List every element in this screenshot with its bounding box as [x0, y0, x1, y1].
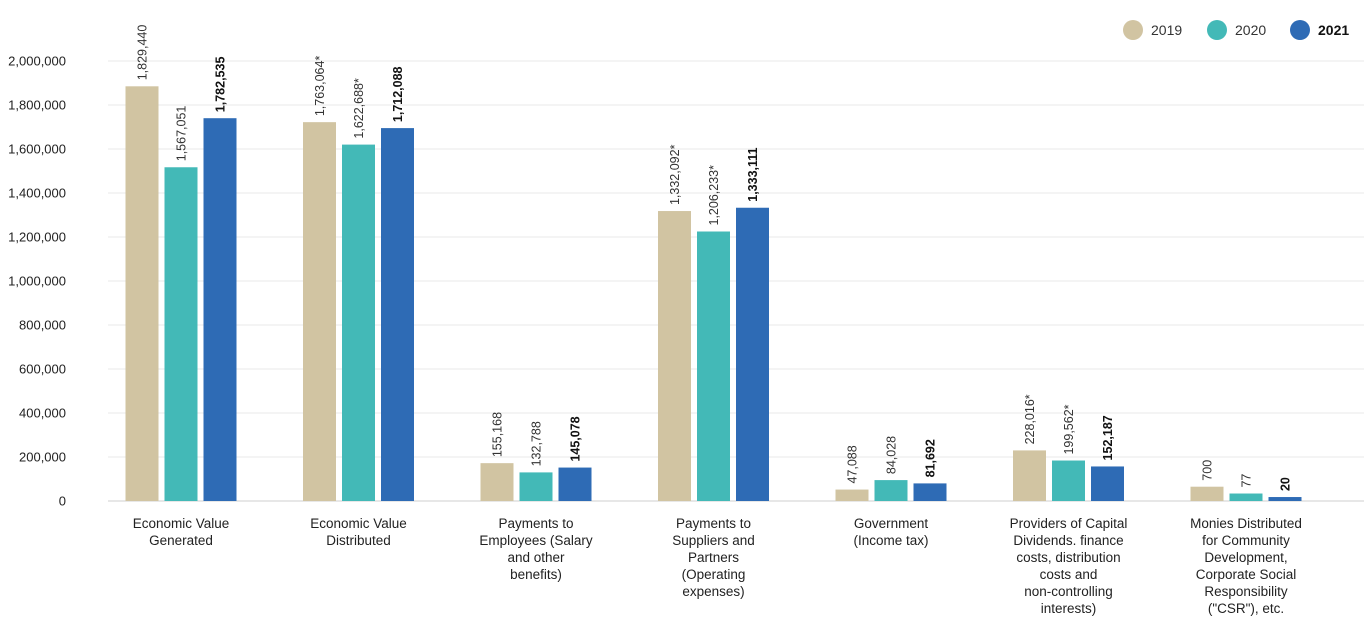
category-label: Monies Distributed for Community Developme…: [1190, 516, 1302, 616]
y-tick-label: 1,600,000: [8, 142, 66, 157]
bar-2021: [1091, 466, 1124, 501]
category-label-line: ("CSR"), etc.: [1208, 601, 1284, 616]
bar-2019: [835, 489, 869, 501]
value-label-2019: 1,763,064*: [313, 56, 327, 117]
legend-swatch-2019: [1123, 20, 1143, 40]
x-axis: Economic Value Generated Economic Value Dis…: [133, 516, 1302, 616]
bar-2020: [1229, 493, 1263, 501]
bar-2021: [736, 207, 769, 502]
category-label-line: Payments to: [676, 516, 751, 531]
bar-2020: [342, 144, 375, 501]
bar-2019: [658, 211, 691, 502]
legend: 2019 2020 2021: [1123, 20, 1349, 40]
y-tick-label: 1,400,000: [8, 186, 66, 201]
category-label-line: Distributed: [326, 533, 391, 548]
category-label-line: Responsibility: [1204, 584, 1288, 599]
y-tick-label: 400,000: [19, 406, 66, 421]
category-label-line: costs, distribution: [1016, 550, 1120, 565]
value-label-2019: 1,332,092*: [668, 144, 682, 205]
value-label-2019: 155,168: [491, 412, 505, 457]
bar-2021: [913, 483, 947, 501]
y-tick-label: 1,000,000: [8, 274, 66, 289]
bar-2020: [164, 167, 198, 501]
bar-2020: [1052, 460, 1085, 501]
y-tick-label: 0: [59, 494, 66, 509]
category-label-line: Suppliers and: [672, 533, 755, 548]
category-label-line: Monies Distributed: [1190, 516, 1302, 531]
value-label-2020: 199,562*: [1062, 404, 1076, 454]
category-label-line: non-controlling: [1024, 584, 1113, 599]
category-label-line: costs and: [1040, 567, 1098, 582]
category-label-line: Partners: [688, 550, 739, 565]
category-label: Economic Value Generated: [133, 516, 230, 548]
category-label: Payments to Employees (Salary and other ben…: [479, 516, 593, 582]
category-label-line: interests): [1041, 601, 1097, 616]
category-label-line: Employees (Salary: [479, 533, 593, 548]
value-label-2019: 700: [1201, 460, 1215, 481]
category-label-line: expenses): [682, 584, 744, 599]
category-label-line: Government: [854, 516, 929, 531]
value-label-2019: 47,088: [846, 445, 860, 483]
category-label-line: Payments to: [498, 516, 573, 531]
bar-2019: [303, 122, 336, 501]
bar-2020: [697, 231, 730, 501]
category-label-line: (Operating: [682, 567, 746, 582]
value-label-2019: 228,016*: [1023, 394, 1037, 444]
value-label-2021: 20: [1279, 477, 1293, 491]
legend-swatch-2020: [1207, 20, 1227, 40]
bar-2019: [1013, 450, 1046, 501]
category-label-line: Dividends. finance: [1013, 533, 1123, 548]
category-label: Economic Value Distributed: [310, 516, 407, 548]
bar-2019: [125, 86, 159, 502]
bar-2021: [1268, 497, 1302, 501]
value-label-2021: 81,692: [924, 439, 938, 477]
value-label-2020: 132,788: [530, 421, 544, 466]
y-tick-label: 2,000,000: [8, 54, 66, 69]
bar-2021: [558, 467, 592, 501]
value-label-2021: 152,187: [1101, 415, 1115, 460]
bar-2020: [874, 480, 908, 501]
y-tick-label: 800,000: [19, 318, 66, 333]
category-label-line: (Income tax): [853, 533, 928, 548]
bar-2019: [1190, 486, 1224, 501]
category-label: Government (Income tax): [853, 516, 928, 548]
bar-2019: [480, 463, 514, 501]
bar-2020: [519, 472, 553, 501]
category-label-line: Corporate Social: [1196, 567, 1297, 582]
legend-swatch-2021: [1290, 20, 1310, 40]
category-label-line: and other: [507, 550, 565, 565]
value-label-2020: 1,567,051: [175, 106, 189, 162]
legend-label-2020: 2020: [1235, 22, 1266, 38]
y-axis: 0 200,000 400,000 600,000 800,000 1,000,000 1,…: [8, 54, 66, 509]
value-label-2021: 1,712,088: [391, 66, 405, 122]
value-label-2021: 145,078: [569, 416, 583, 461]
bars: [125, 86, 1302, 502]
category-label: Payments to Suppliers and Partners (Operati…: [672, 516, 755, 599]
y-tick-label: 1,800,000: [8, 98, 66, 113]
legend-label-2021: 2021: [1318, 22, 1349, 38]
legend-label-2019: 2019: [1151, 22, 1182, 38]
category-label-line: Economic Value: [133, 516, 230, 531]
category-label: Providers of Capital Dividends. finance co…: [1010, 516, 1128, 616]
y-tick-label: 600,000: [19, 362, 66, 377]
value-labels: 1,829,440 1,567,051 1,782,535 1,763,064* 1,6…: [136, 25, 1293, 491]
category-label-line: for Community: [1202, 533, 1290, 548]
value-label-2020: 1,206,233*: [707, 165, 721, 226]
category-label-line: Generated: [149, 533, 213, 548]
category-label-line: Development,: [1204, 550, 1287, 565]
bar-2021: [203, 118, 237, 501]
y-tick-label: 1,200,000: [8, 230, 66, 245]
value-label-2020: 77: [1240, 474, 1254, 488]
category-label-line: Providers of Capital: [1010, 516, 1128, 531]
bar-2021: [381, 128, 414, 501]
category-label-line: benefits): [510, 567, 562, 582]
value-label-2020: 84,028: [885, 436, 899, 474]
value-label-2019: 1,829,440: [136, 25, 150, 81]
category-label-line: Economic Value: [310, 516, 407, 531]
value-label-2021: 1,782,535: [214, 57, 228, 113]
value-label-2020: 1,622,688*: [352, 78, 366, 139]
y-tick-label: 200,000: [19, 450, 66, 465]
value-label-2021: 1,333,111: [746, 147, 760, 201]
